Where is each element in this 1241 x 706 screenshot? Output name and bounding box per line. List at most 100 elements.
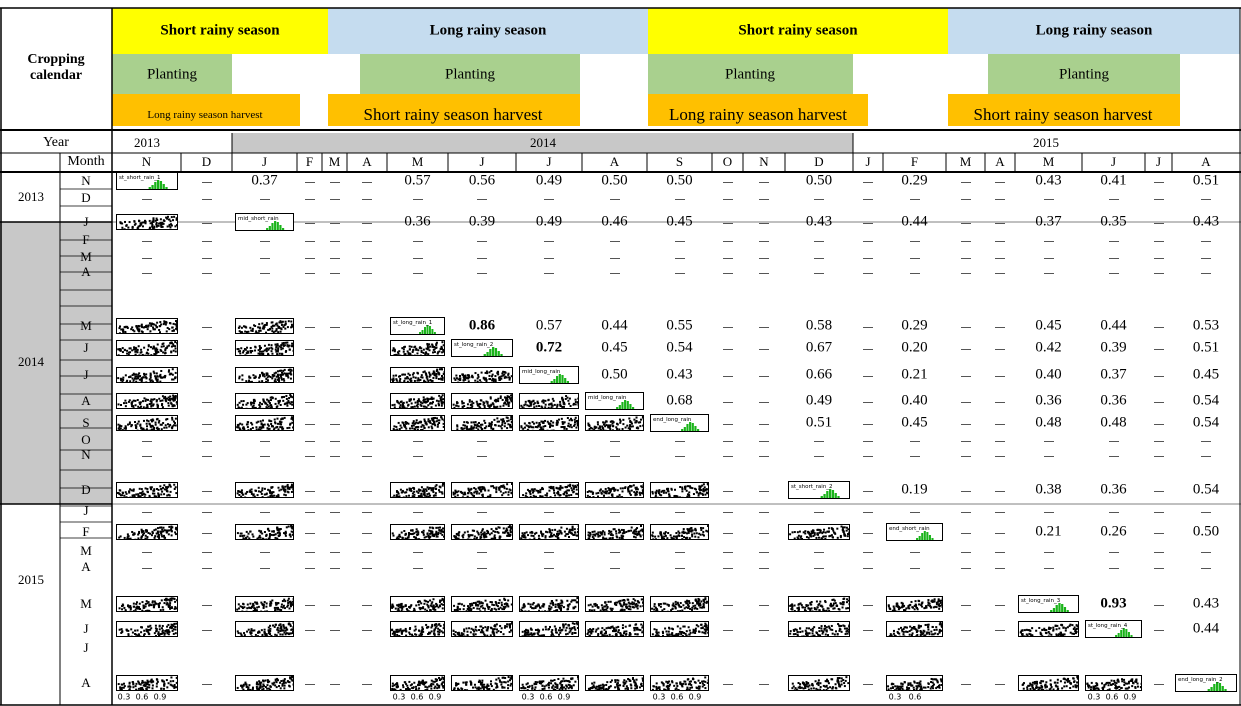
scatter-point: [488, 374, 491, 377]
scatter-point: [467, 374, 470, 377]
correlation-value: 0.37: [1100, 366, 1127, 383]
scatter-point: [291, 603, 293, 606]
scatter-point: [407, 534, 410, 537]
scatter-point: [504, 491, 507, 494]
scatter-point: [654, 491, 657, 494]
scatter-point: [170, 526, 173, 529]
scatter-point: [505, 403, 508, 406]
scatter-point: [415, 528, 418, 531]
scatter-point: [275, 322, 278, 325]
scatter-point: [426, 532, 429, 535]
scatter-point: [274, 533, 277, 536]
scatter-thumbnail: [451, 596, 513, 612]
scatter-point: [552, 421, 555, 424]
scatter-point: [169, 527, 172, 530]
scatter-point: [675, 535, 678, 538]
scatter-point: [272, 530, 275, 533]
scatter-point: [435, 605, 438, 608]
scatter-point: [238, 493, 241, 496]
scatter-point: [688, 491, 691, 494]
scatter-point: [138, 408, 140, 409]
scatter-point: [430, 417, 433, 420]
scatter-point: [494, 380, 497, 382]
scatter-point: [274, 608, 277, 611]
histogram-label: end_short_rain: [889, 526, 930, 532]
scatter-point: [475, 400, 478, 403]
scatter-point: [258, 534, 261, 537]
scatter-point: [428, 375, 431, 378]
scatter-point: [262, 327, 265, 330]
scatter-point: [436, 425, 439, 428]
scatter-point: [287, 372, 290, 375]
scatter-point: [468, 399, 471, 402]
scatter-point: [270, 344, 273, 347]
scatter-point: [589, 533, 592, 536]
scatter-point: [282, 343, 285, 346]
scatter-point: [505, 376, 508, 379]
empty-cell-dash: [722, 223, 733, 224]
scatter-point: [538, 429, 541, 430]
scatter-point: [437, 351, 440, 354]
scatter-point: [417, 531, 420, 534]
scatter-point: [704, 493, 707, 496]
correlation-value: 0.36: [404, 213, 431, 230]
histogram-bar: [268, 226, 271, 230]
scatter-point: [156, 492, 159, 495]
scatter-point: [675, 532, 678, 535]
scatter-point: [285, 397, 288, 400]
scatter-point: [247, 333, 249, 334]
scatter-point: [525, 531, 528, 534]
scatter-point: [434, 424, 437, 427]
scatter-point: [502, 605, 505, 608]
scatter-point: [117, 354, 120, 355]
histogram-bar: [491, 347, 495, 356]
scatter-point: [121, 228, 124, 229]
scatter-point: [161, 225, 164, 228]
scatter-point: [139, 348, 142, 351]
scatter-point: [435, 535, 438, 538]
scatter-point: [669, 497, 671, 498]
scatter-point: [237, 490, 240, 493]
scatter-point: [165, 602, 168, 605]
scatter-point: [270, 422, 273, 425]
empty-cell-dash: [201, 424, 212, 425]
scatter-point: [489, 404, 492, 407]
scatter-point: [271, 321, 274, 324]
scatter-point: [472, 427, 475, 430]
scatter-point: [255, 330, 258, 333]
scatter-point: [441, 492, 444, 495]
scatter-point: [527, 429, 530, 430]
scatter-point: [280, 328, 283, 331]
scatter-point: [443, 530, 444, 533]
scatter-point: [456, 611, 458, 612]
correlation-value: 0.45: [666, 213, 693, 230]
empty-cell-dash: [814, 241, 824, 242]
scatter-point: [142, 381, 145, 382]
scatter-point: [570, 532, 573, 535]
scatter-point: [639, 425, 642, 428]
empty-cell-dash: [304, 456, 315, 457]
scatter-point: [252, 535, 255, 538]
scatter-point: [412, 348, 415, 351]
scatter-point: [263, 493, 266, 496]
scatter-point: [161, 343, 164, 346]
scatter-point: [537, 537, 540, 539]
scatter-point: [155, 403, 158, 406]
scatter-point: [261, 537, 264, 539]
scatter-point: [246, 603, 249, 606]
scatter-point: [462, 533, 465, 536]
scatter-point: [268, 489, 271, 492]
scatter-point: [563, 421, 566, 424]
month-header-label: Month: [67, 154, 105, 169]
empty-cell-dash: [995, 199, 1005, 200]
scatter-point: [147, 324, 150, 327]
scatter-point: [435, 377, 438, 380]
scatter-point: [586, 491, 589, 494]
scatter-point: [511, 425, 512, 428]
scatter-point: [531, 408, 533, 409]
scatter-point: [427, 398, 430, 401]
empty-cell-dash: [329, 273, 340, 274]
scatter-point: [415, 347, 418, 350]
scatter-point: [562, 425, 565, 428]
scatter-point: [279, 373, 282, 376]
